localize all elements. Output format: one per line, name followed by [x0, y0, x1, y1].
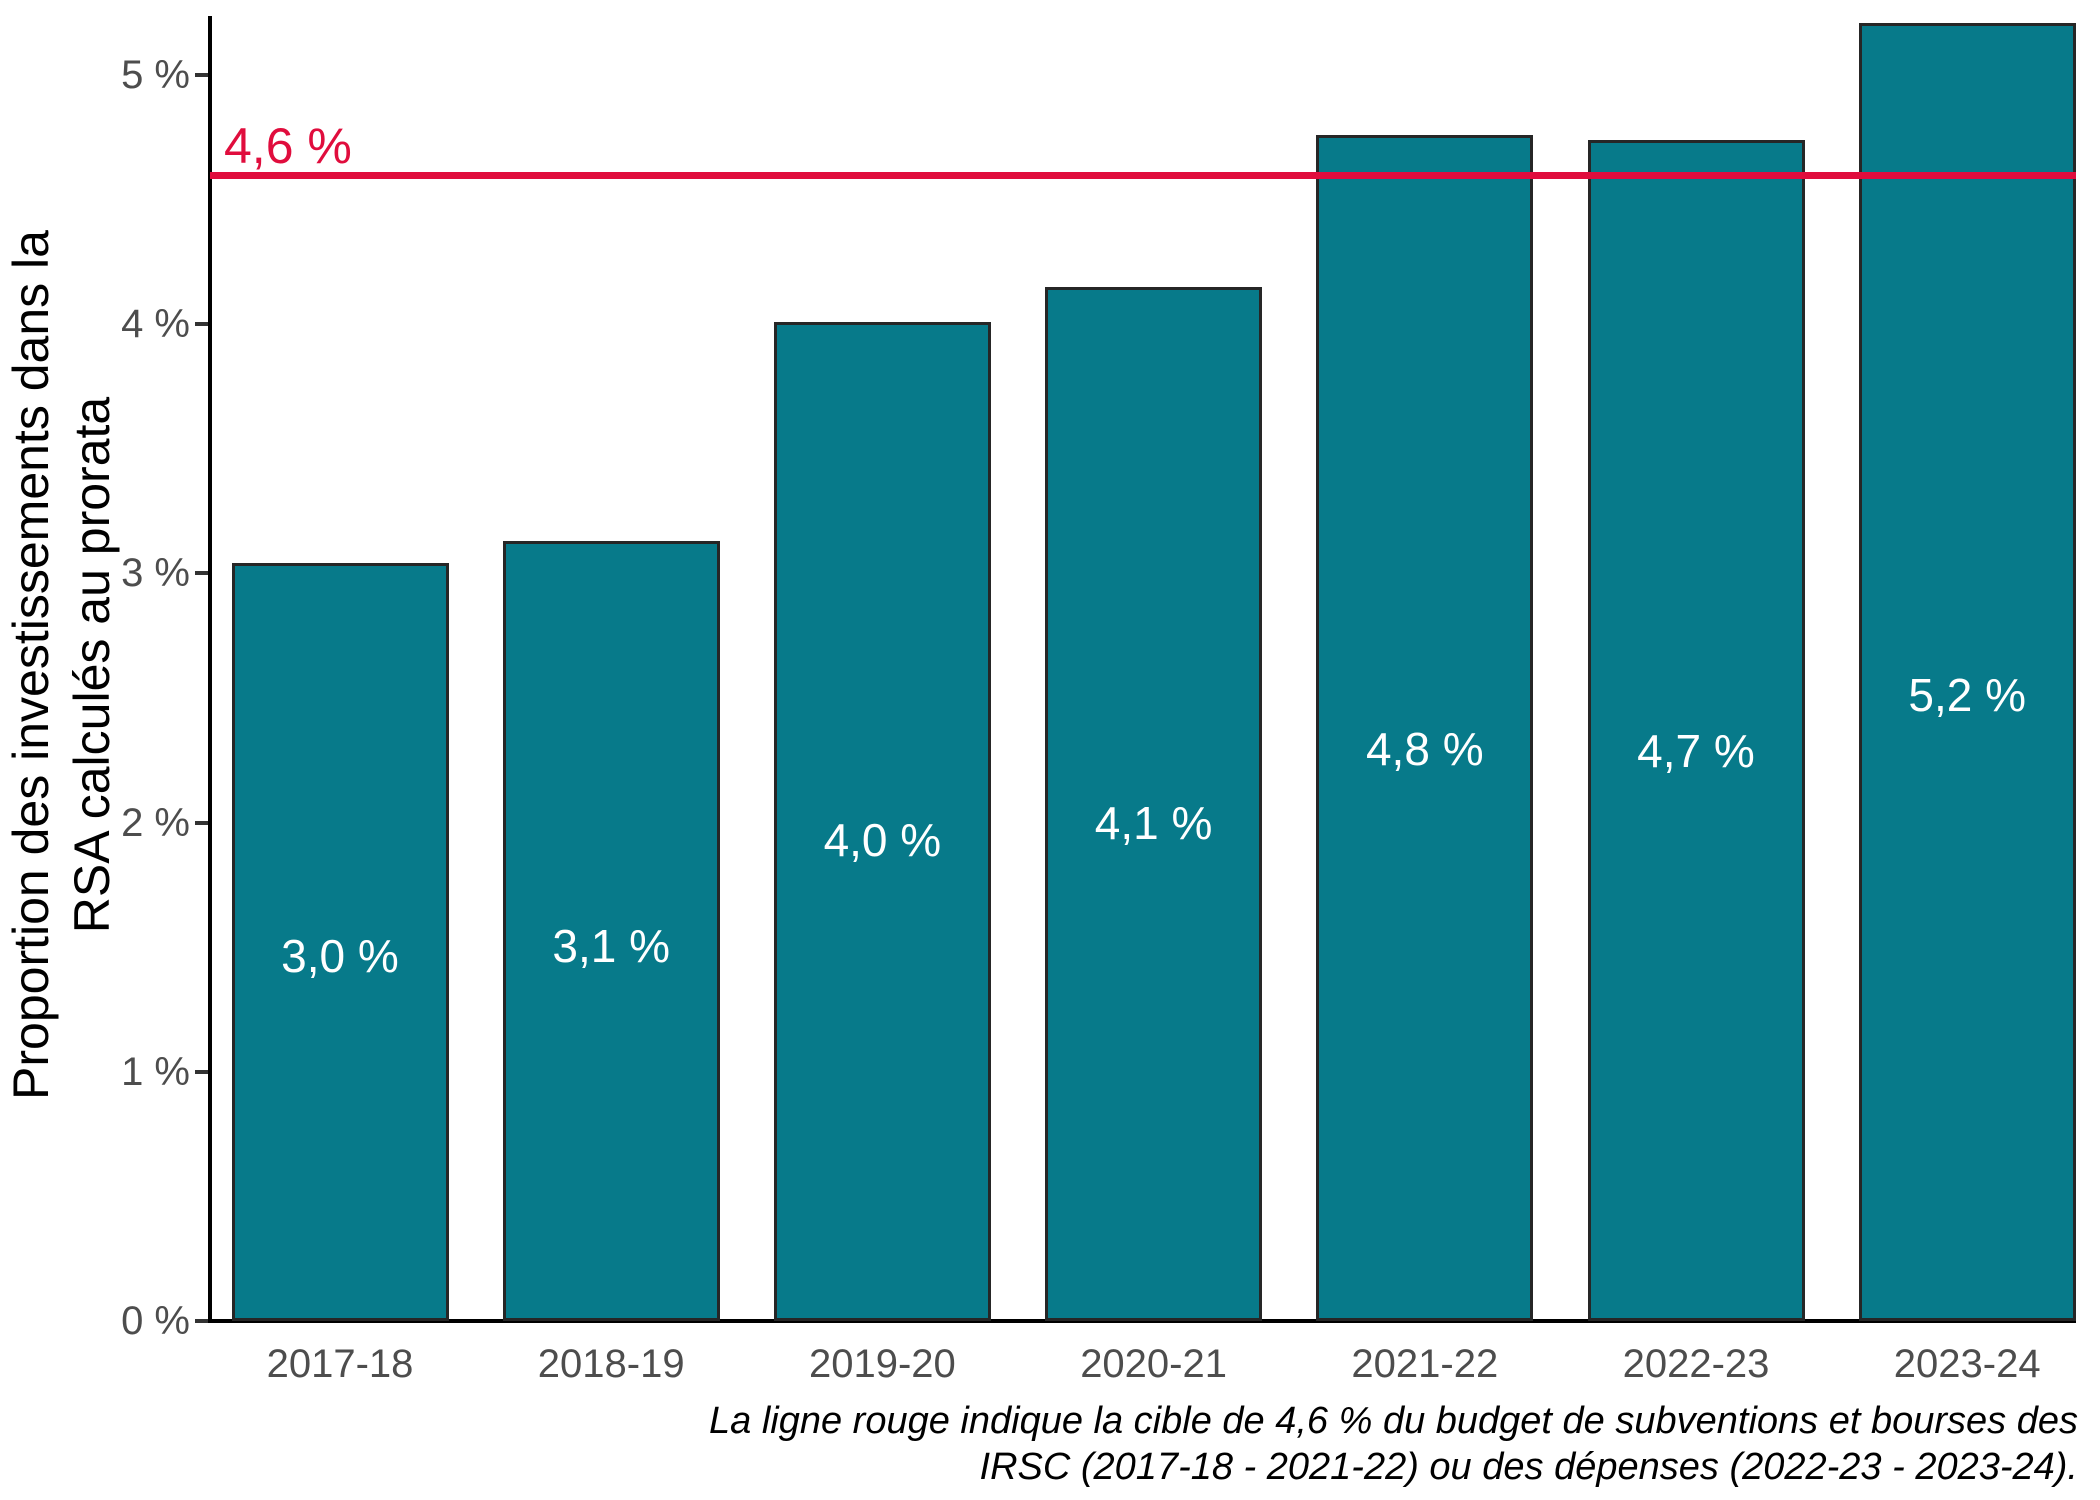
y-tick-label: 3 % — [121, 551, 190, 596]
x-tick-label-2017-18: 2017-18 — [266, 1342, 414, 1386]
bar-2023-24: 5,2 % — [1858, 22, 2076, 1321]
bar-value-label: 4,1 % — [1094, 796, 1213, 849]
bar-value-label: 4,8 % — [1365, 722, 1484, 775]
x-tick-label-2023-24: 2023-24 — [1893, 1342, 2041, 1386]
bar-value-label: 3,1 % — [552, 920, 670, 972]
bar-value-label: 4,7 % — [1637, 724, 1755, 777]
x-tick-label-2022-23: 2022-23 — [1622, 1342, 1770, 1386]
y-tick-mark — [195, 73, 208, 77]
y-tick-label: 0 % — [121, 1299, 190, 1343]
y-tick-mark — [195, 322, 208, 327]
y-tick-label: 5 % — [121, 53, 190, 97]
y-tick-mark — [195, 1319, 208, 1323]
bar-2017-18: 3,0 % — [231, 563, 449, 1321]
y-axis-line — [208, 16, 212, 1323]
bar-value-label: 5,2 % — [1908, 668, 2026, 721]
x-axis-line — [208, 1319, 2076, 1323]
bar-value-label: 3,0 % — [281, 930, 399, 983]
bar-value-label: 4,0 % — [823, 813, 942, 866]
x-tick-label-2021-22: 2021-22 — [1351, 1342, 1499, 1386]
y-tick-mark — [195, 1069, 208, 1074]
bar-2022-23: 4,7 % — [1587, 139, 1805, 1321]
bar-2020-21: 4,1 % — [1045, 286, 1263, 1321]
caption-line-2: IRSC (2017-18 - 2021-22) ou des dépenses… — [979, 1446, 2078, 1488]
caption-line-1: La ligne rouge indique la cible de 4,6 %… — [709, 1400, 2078, 1442]
target-reference-label: 4,6 % — [224, 117, 352, 174]
chart-caption: La ligne rouge indique la cible de 4,6 %… — [678, 1398, 2078, 1490]
target-reference-line — [210, 171, 2076, 179]
y-tick-mark — [195, 820, 208, 825]
y-tick-label: 1 % — [121, 1049, 190, 1094]
x-tick-label-2020-21: 2020-21 — [1080, 1342, 1227, 1386]
y-tick-label: 4 % — [121, 302, 190, 347]
bar-2019-20: 4,0 % — [773, 321, 991, 1321]
x-tick-label-2018-19: 2018-19 — [537, 1342, 685, 1386]
y-tick-mark — [195, 571, 208, 576]
y-tick-label: 2 % — [121, 800, 190, 845]
x-tick-label-2019-20: 2019-20 — [808, 1342, 956, 1386]
bar-2018-19: 3,1 % — [502, 541, 720, 1321]
bar-2021-22: 4,8 % — [1316, 134, 1534, 1321]
